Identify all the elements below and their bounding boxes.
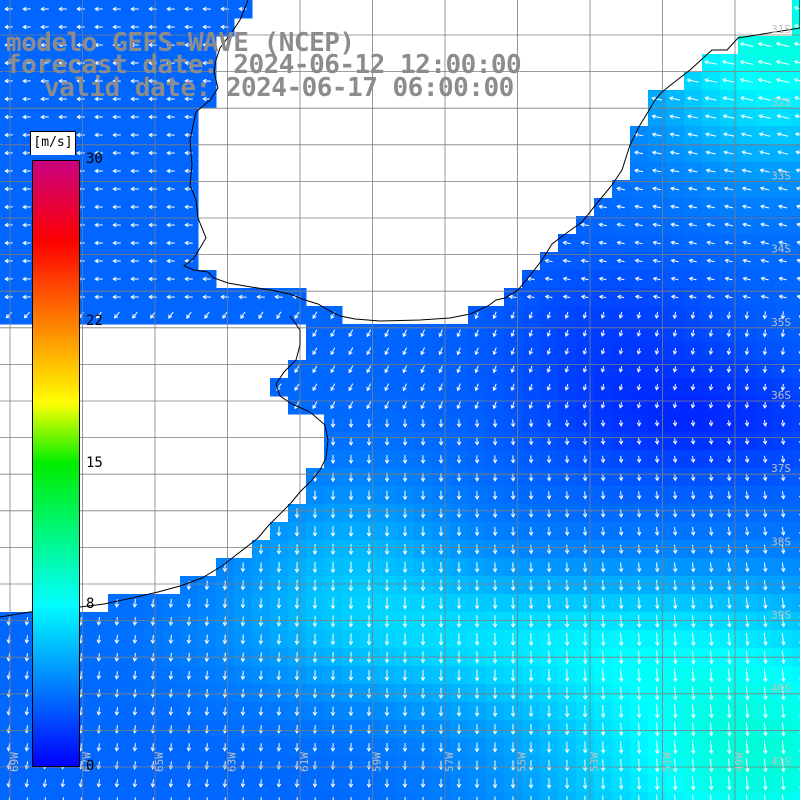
latitude-label: 38S [771, 535, 791, 548]
latitude-label: 31S [771, 23, 791, 36]
longitude-label: 69W [8, 752, 21, 772]
colorbar-tick-label: 8 [86, 596, 95, 613]
latitude-label: 37S [771, 462, 791, 475]
latitude-label: 36S [771, 389, 791, 402]
longitude-label: 67W [81, 752, 94, 772]
longitude-label: 63W [226, 752, 239, 772]
longitude-label: 49W [733, 752, 746, 772]
coastline [0, 0, 800, 618]
wind-vectors [4, 5, 800, 800]
longitude-label: 55W [516, 752, 529, 772]
latitude-label: 39S [771, 609, 791, 622]
longitude-label: 59W [371, 752, 384, 772]
latitude-label: 33S [771, 169, 791, 182]
colorbar-tick-label: 30 [86, 151, 103, 167]
latitude-label: 41S [771, 755, 791, 768]
latitude-labels: 31S 32S 33S 34S 35S 36S 37S 38S 39S 40S 41S [771, 23, 791, 768]
longitude-label: 53W [588, 752, 601, 772]
colorbar-tick-label: 0 [86, 758, 95, 774]
longitude-label: 51W [661, 752, 674, 772]
model-title: modelo GEFS-WAVE (NCEP) [6, 28, 355, 58]
longitude-labels: 69W 67W 65W 63W 61W 59W 57W 55W 53W 51W 49W [8, 752, 746, 772]
longitude-label: 61W [298, 752, 311, 772]
latitude-label: 34S [771, 243, 791, 256]
forecast-date: forecast date: 2024-06-12 12:00:00 [6, 50, 522, 80]
colorbar-tick-label: 22 [86, 312, 103, 329]
colorbar-unit-label: [m/s] [30, 131, 76, 155]
longitude-label: 65W [153, 752, 166, 772]
latitude-label: 32S [771, 96, 791, 109]
colorbar-tick-label: 15 [86, 454, 103, 471]
longitude-label: 57W [443, 752, 456, 772]
valid-date: valid date: 2024-06-17 06:00:00 [44, 73, 514, 103]
colorbar [32, 160, 80, 767]
latitude-label: 35S [771, 316, 791, 329]
latitude-label: 40S [771, 682, 791, 695]
